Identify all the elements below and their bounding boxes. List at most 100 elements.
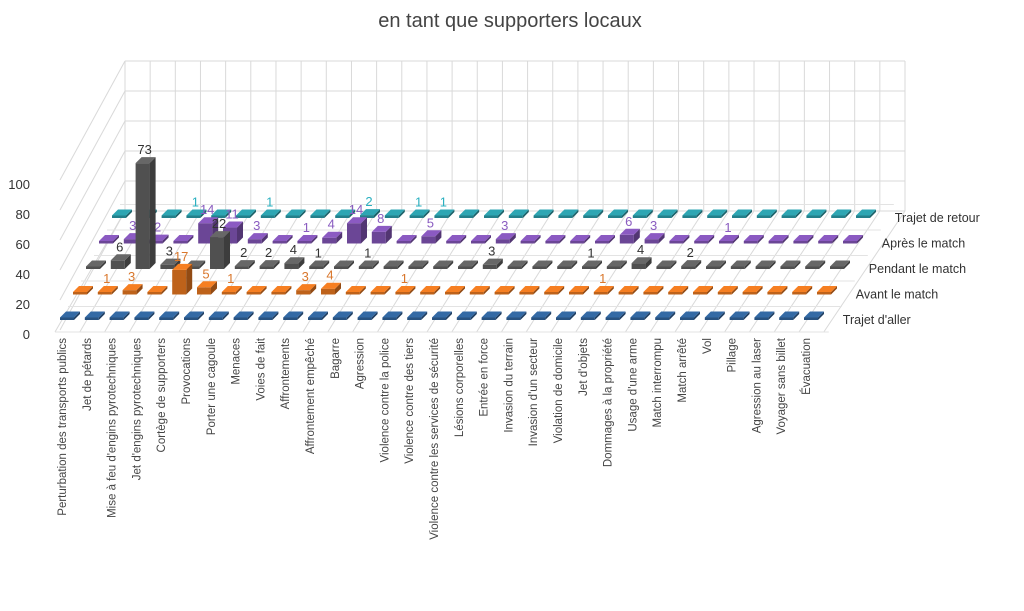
bar-front-face xyxy=(408,266,423,269)
bar-0-1 xyxy=(84,311,105,320)
bar-side-face xyxy=(149,157,156,269)
bar-1-12 xyxy=(370,286,391,295)
bar-front-face xyxy=(729,317,744,320)
bar-4-0 xyxy=(112,209,132,218)
bar-3-10 xyxy=(347,217,367,244)
bar-top-face xyxy=(704,311,725,318)
bar-2-9 xyxy=(309,260,330,269)
bar-top-face xyxy=(508,209,529,216)
bar-front-face xyxy=(730,266,745,269)
bar-0-25 xyxy=(680,311,700,320)
bar-top-face xyxy=(173,235,194,241)
data-label: 14 xyxy=(200,202,214,217)
bar-side-face xyxy=(720,260,726,269)
bar-2-18 xyxy=(532,260,553,269)
bar-front-face xyxy=(297,241,312,244)
bar-3-27 xyxy=(768,235,789,244)
bar-top-face xyxy=(729,311,750,318)
bar-top-face xyxy=(533,209,554,216)
bar-front-face xyxy=(112,215,126,218)
bar-front-face xyxy=(519,292,534,295)
bar-side-face xyxy=(148,311,155,320)
bar-4-25 xyxy=(732,209,752,218)
bar-top-face xyxy=(693,286,713,292)
bar-front-face xyxy=(234,266,249,269)
bar-top-face xyxy=(147,286,168,292)
bar-side-face xyxy=(622,209,628,218)
category-label: Match arrêté xyxy=(677,338,689,403)
bar-front-face xyxy=(321,288,335,295)
bar-top-face xyxy=(370,286,391,292)
bar-4-17 xyxy=(533,209,554,218)
bar-0-27 xyxy=(729,311,750,320)
bar-side-face xyxy=(422,260,429,269)
bar-side-face xyxy=(186,263,193,295)
bar-3-23 xyxy=(669,235,690,244)
bar-side-face xyxy=(795,209,802,218)
bar-side-face xyxy=(558,286,565,295)
bar-top-face xyxy=(830,260,850,267)
bar-3-21 xyxy=(619,228,640,244)
bar-top-face xyxy=(818,235,839,241)
bar-top-face xyxy=(409,209,430,216)
bar-front-face xyxy=(469,292,484,295)
bar-front-face xyxy=(309,266,324,269)
bar-front-face xyxy=(334,266,348,269)
bar-front-face xyxy=(347,223,361,244)
bar-0-14 xyxy=(407,311,428,320)
bar-front-face xyxy=(233,317,248,320)
bar-front-face xyxy=(630,317,645,320)
bar-front-face xyxy=(830,266,844,269)
data-label: 1 xyxy=(192,195,199,210)
bar-side-face xyxy=(708,235,715,244)
bar-2-21 xyxy=(606,260,627,269)
bar-top-face xyxy=(456,311,477,318)
bar-3-16 xyxy=(495,233,516,244)
bar-top-face xyxy=(184,311,204,318)
bar-side-face xyxy=(261,233,268,244)
category-label: Provocations xyxy=(181,338,193,405)
bar-2-25 xyxy=(706,260,726,269)
bar-1-6 xyxy=(221,286,242,295)
data-label: 1 xyxy=(587,246,594,261)
bar-4-15 xyxy=(484,209,504,218)
bar-front-face xyxy=(557,266,572,269)
bar-0-2 xyxy=(109,311,130,320)
bar-top-face xyxy=(432,311,452,318)
bar-top-face xyxy=(780,260,801,267)
bar-side-face xyxy=(521,260,528,269)
bar-2-11 xyxy=(358,260,379,269)
category-label: Pillage xyxy=(727,338,739,373)
bar-1-1 xyxy=(97,286,118,295)
bar-side-face xyxy=(845,209,852,218)
bar-0-6 xyxy=(208,311,229,320)
bar-top-face xyxy=(608,209,628,216)
data-label: 1 xyxy=(266,195,273,210)
bar-1-13 xyxy=(395,286,416,295)
category-label: Usage d'une arme xyxy=(627,338,639,432)
bar-front-face xyxy=(717,292,732,295)
bar-front-face xyxy=(693,292,707,295)
bar-2-12 xyxy=(383,260,404,269)
category-label: Violence contre des tiers xyxy=(404,338,416,464)
bar-front-face xyxy=(84,317,99,320)
bar-1-7 xyxy=(246,286,267,295)
bar-top-face xyxy=(259,260,280,267)
bar-side-face xyxy=(718,311,725,320)
bar-front-face xyxy=(657,215,672,218)
bar-top-face xyxy=(755,260,776,267)
series-label: Après le match xyxy=(882,237,965,251)
bar-front-face xyxy=(508,215,523,218)
bar-side-face xyxy=(495,311,502,320)
bar-front-face xyxy=(308,317,322,320)
bar-front-face xyxy=(668,292,683,295)
bar-side-face xyxy=(570,311,576,320)
bar-side-face xyxy=(272,311,279,320)
bar-front-face xyxy=(335,215,350,218)
data-label: 1 xyxy=(440,195,447,210)
data-label: 3 xyxy=(253,218,260,233)
bar-side-face xyxy=(297,311,304,320)
bar-front-face xyxy=(756,215,771,218)
bar-front-face xyxy=(595,241,609,244)
bar-side-face xyxy=(683,235,690,244)
